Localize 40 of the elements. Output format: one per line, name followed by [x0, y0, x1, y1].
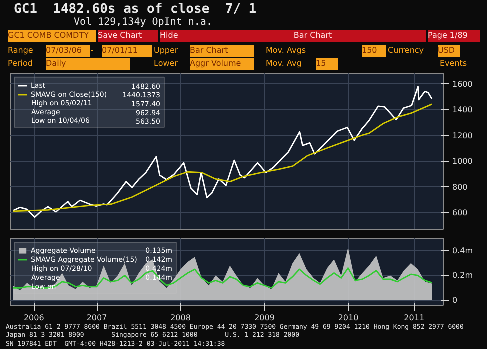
y-tick-label: 1000	[452, 157, 473, 166]
text: Period	[8, 58, 34, 70]
text: Aggr Volume	[190, 58, 254, 70]
text: Lower	[154, 58, 179, 70]
y-tick-label: 1400	[452, 106, 473, 115]
x-tick-label: 2006	[24, 314, 44, 322]
y-tick-label: 600	[452, 208, 468, 218]
text: Bar Chart	[190, 45, 254, 57]
y-tick-label: 1600	[452, 80, 473, 89]
text: Mov. Avg	[266, 58, 303, 70]
text: Upper	[154, 45, 180, 57]
text: Currency	[388, 45, 426, 57]
x-tick-label: 2010	[338, 314, 359, 322]
text: Bar Chart	[200, 30, 426, 42]
text: Vol 129,134y OpInt n.a.	[74, 17, 212, 28]
text: Hide	[160, 30, 200, 42]
text: USD	[438, 45, 460, 57]
x-tick-label: 2011	[404, 314, 425, 322]
x-tick-label: 2008	[170, 314, 191, 322]
x-tick-label: 2007	[86, 314, 108, 322]
line-series	[12, 268, 433, 289]
text: Save Chart	[98, 30, 158, 42]
y-tick-label: 0.2m	[452, 271, 474, 280]
text: Range	[8, 45, 34, 57]
text: -	[91, 45, 95, 57]
text: Page 1/89	[428, 30, 480, 42]
y-tick-label: 1200	[452, 131, 473, 140]
y-tick-label: 800	[452, 182, 468, 192]
x-tick-label: 2009	[254, 314, 275, 322]
y-tick-label: 0.4m	[452, 246, 474, 256]
y-tick-label: 0	[452, 296, 458, 306]
text: 150	[362, 45, 386, 57]
text: Daily	[46, 58, 130, 70]
text: Events	[440, 58, 468, 70]
text: 07/03/06	[46, 45, 90, 57]
text: 15	[316, 58, 338, 70]
text: Mov. Avgs	[266, 45, 307, 57]
text: 07/01/11	[102, 45, 152, 57]
text: GC1 COMB COMDTY	[8, 30, 96, 42]
text: GC1 1482.60s as of close 7/ 1	[14, 2, 257, 17]
